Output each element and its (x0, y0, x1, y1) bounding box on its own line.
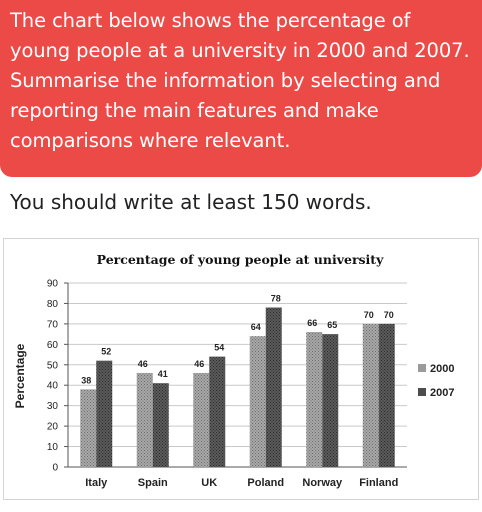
legend-swatch-2000 (418, 364, 426, 372)
legend-swatch-2007 (418, 388, 426, 396)
bar-norway-2007 (322, 334, 339, 467)
data-label-uk-2000: 46 (194, 359, 204, 369)
x-tick-label-spain: Spain (138, 477, 168, 489)
data-label-norway-2000: 66 (307, 318, 317, 328)
data-label-finland-2007: 70 (384, 310, 394, 320)
bar-spain-2000 (136, 372, 153, 467)
y-tick-label: 30 (47, 401, 59, 412)
data-label-spain-2000: 46 (138, 359, 148, 369)
bar-finland-2000 (362, 323, 379, 467)
bar-uk-2007 (209, 356, 226, 467)
y-tick-label: 50 (47, 360, 59, 371)
bar-italy-2007 (96, 360, 113, 467)
x-tick-label-norway: Norway (302, 477, 343, 489)
y-tick-label: 10 (47, 442, 59, 453)
data-label-poland-2000: 64 (251, 322, 261, 332)
data-label-poland-2007: 78 (271, 294, 281, 304)
y-tick-label: 70 (47, 319, 59, 330)
task-prompt: The chart below shows the percentage of … (10, 9, 470, 152)
y-axis-label: Percentage (13, 343, 27, 408)
bar-spain-2007 (152, 383, 169, 467)
legend-label-2007: 2007 (430, 387, 454, 399)
x-tick-label-uk: UK (201, 477, 217, 489)
data-label-italy-2007: 52 (101, 347, 111, 357)
x-tick-label-finland: Finland (359, 477, 398, 489)
bar-uk-2000 (193, 372, 210, 467)
y-tick-label: 40 (47, 381, 59, 392)
chart-title: Percentage of young people at university (97, 252, 384, 267)
data-label-finland-2000: 70 (364, 310, 374, 320)
bar-poland-2000 (249, 336, 266, 467)
y-tick-label: 80 (47, 299, 59, 310)
bar-finland-2007 (378, 323, 395, 467)
data-label-uk-2007: 54 (214, 343, 224, 353)
bar-italy-2000 (80, 389, 97, 467)
x-tick-label-poland: Poland (247, 477, 284, 489)
data-label-spain-2007: 41 (158, 369, 168, 379)
task-banner: The chart below shows the percentage of … (0, 0, 482, 177)
y-tick-label: 20 (47, 422, 59, 433)
data-label-italy-2000: 38 (81, 375, 91, 385)
bar-norway-2000 (306, 332, 323, 467)
word-count-instruction: You should write at least 150 words. (10, 190, 372, 214)
y-tick-label: 90 (47, 279, 59, 290)
bar-poland-2007 (265, 307, 282, 467)
y-tick-label: 0 (52, 463, 58, 474)
x-tick-label-italy: Italy (85, 477, 108, 489)
legend-label-2000: 2000 (430, 363, 454, 375)
y-tick-label: 60 (47, 340, 59, 351)
data-label-norway-2007: 65 (327, 320, 337, 330)
